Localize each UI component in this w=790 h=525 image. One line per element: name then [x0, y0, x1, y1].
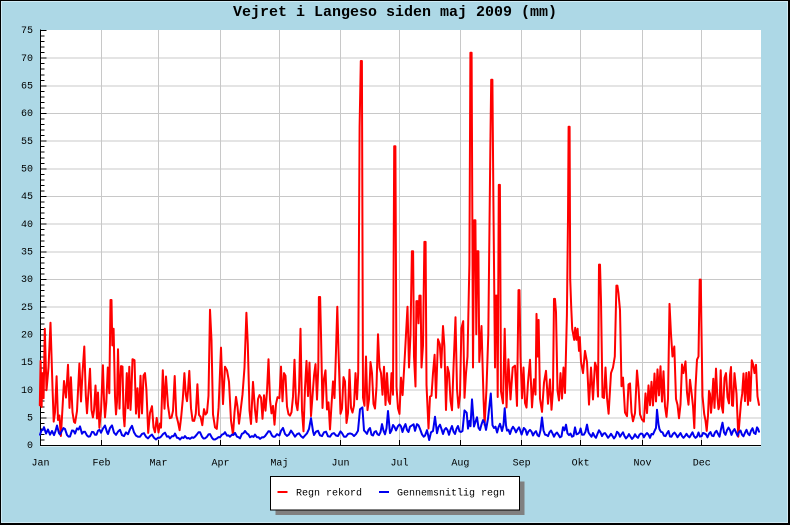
svg-text:Mar: Mar: [149, 459, 167, 470]
svg-text:Jul: Jul: [390, 458, 408, 470]
svg-text:Regn rekord: Regn rekord: [296, 488, 362, 500]
svg-text:70: 70: [21, 54, 33, 65]
svg-text:10: 10: [21, 386, 33, 397]
svg-text:Maj: Maj: [270, 458, 288, 470]
svg-text:Vejret i Langeso siden maj 200: Vejret i Langeso siden maj 2009 (mm): [233, 4, 557, 21]
svg-text:55: 55: [21, 137, 33, 148]
svg-text:5: 5: [27, 414, 33, 425]
svg-text:30: 30: [21, 275, 33, 286]
svg-text:35: 35: [21, 248, 33, 259]
svg-text:65: 65: [21, 82, 33, 93]
svg-text:Apr: Apr: [211, 459, 229, 470]
svg-text:45: 45: [21, 192, 33, 203]
svg-text:Gennemsnitlig regn: Gennemsnitlig regn: [397, 488, 505, 500]
svg-text:60: 60: [21, 109, 33, 120]
svg-text:Aug: Aug: [451, 459, 469, 470]
svg-text:50: 50: [21, 165, 33, 176]
svg-text:75: 75: [21, 26, 33, 37]
svg-text:0: 0: [27, 441, 33, 452]
svg-text:Dec: Dec: [693, 459, 711, 470]
svg-text:Okt: Okt: [572, 458, 590, 470]
svg-text:40: 40: [21, 220, 33, 231]
svg-text:20: 20: [21, 331, 33, 342]
svg-text:15: 15: [21, 358, 33, 369]
svg-text:Nov: Nov: [633, 459, 651, 470]
svg-text:Feb: Feb: [92, 458, 110, 470]
svg-text:25: 25: [21, 303, 33, 314]
svg-text:Sep: Sep: [513, 459, 531, 470]
svg-text:Jun: Jun: [331, 459, 349, 470]
svg-text:Jan: Jan: [31, 459, 49, 470]
